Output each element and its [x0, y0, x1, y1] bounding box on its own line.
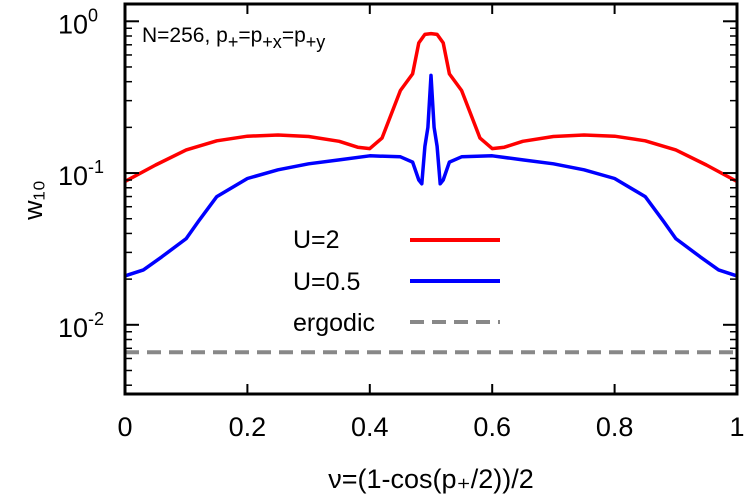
x-tick-label: 1: [729, 412, 744, 442]
x-tick-label: 0.4: [351, 412, 389, 442]
x-axis-label: ν=(1-cos(p₊/2))/2: [328, 464, 534, 494]
annotation: N=256, p+=p+x=p+y: [142, 24, 325, 52]
legend: U=2 U=0.5 ergodic: [293, 226, 500, 337]
y-tick-label: 100: [58, 5, 98, 39]
series-layer: [124, 31, 738, 355]
legend-label-u05: U=0.5: [293, 268, 360, 296]
x-tick-label: 0: [117, 412, 132, 442]
y-axis-label: w₁₀: [18, 180, 48, 221]
x-tick-label: 0.2: [229, 412, 267, 442]
x-tick-label: 0.6: [473, 412, 511, 442]
ticks-layer: 0 0.2 0.4 0.6 0.8 1 100 10-1 10-2: [58, 4, 745, 442]
series-line-0: [124, 31, 738, 184]
legend-label-u2: U=2: [293, 226, 340, 254]
legend-label-ergodic: ergodic: [293, 309, 375, 337]
series-line-1: [124, 73, 738, 278]
y-tick-label: 10-1: [58, 157, 104, 191]
plot-frame: [123, 2, 739, 396]
x-tick-label: 0.8: [596, 412, 634, 442]
y-tick-label: 10-2: [58, 309, 104, 343]
